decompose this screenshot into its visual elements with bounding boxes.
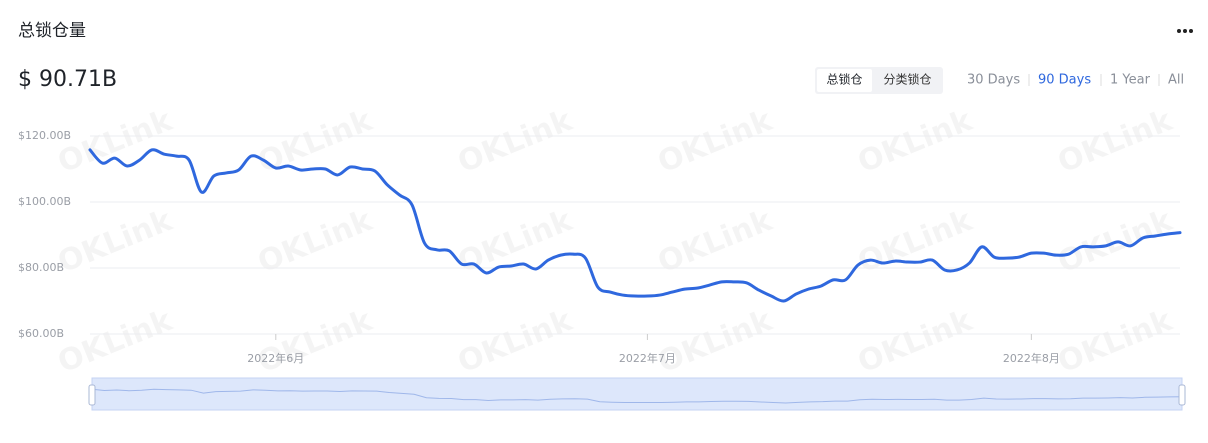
- page-title: 总锁仓量: [18, 21, 86, 41]
- watermark: OKLink: [253, 203, 378, 281]
- menu-dot: [1177, 29, 1181, 33]
- x-tick-label: 2022年6月: [247, 351, 304, 365]
- navigator-line: [91, 388, 1183, 404]
- navigator-bg[interactable]: [91, 377, 1183, 411]
- range-button[interactable]: 1 Year: [1110, 73, 1151, 88]
- tab-active-bg: [817, 69, 872, 92]
- watermark: OKLink: [453, 203, 578, 281]
- tvl-line: [88, 148, 1182, 303]
- plot: $60.00B $80.00B $100.00B $120.00B 2022年6月 202…: [18, 129, 1186, 411]
- navigator-handle[interactable]: [1178, 384, 1186, 406]
- watermark: OKLink: [453, 303, 578, 381]
- view-tab[interactable]: 分类锁仓: [883, 72, 931, 87]
- watermark: OKLink: [53, 303, 178, 381]
- watermark: OKLink: [653, 103, 778, 181]
- watermark: OKLink: [853, 103, 978, 181]
- menu-dot: [1183, 29, 1187, 33]
- more-menu[interactable]: [1177, 29, 1193, 33]
- watermark: OKLink: [53, 103, 178, 181]
- watermark: OKLink: [453, 103, 578, 181]
- view-tab[interactable]: 总锁仓: [826, 72, 862, 87]
- y-tick-label: $100.00B: [18, 195, 71, 208]
- watermark: OKLink: [653, 203, 778, 281]
- y-tick-label: $120.00B: [18, 129, 71, 142]
- menu-dot: [1189, 29, 1193, 33]
- total-value: $ 90.71B: [18, 67, 117, 92]
- watermark: OKLink: [253, 303, 378, 381]
- y-tick-label: $60.00B: [18, 327, 64, 340]
- watermark: OKLink: [653, 303, 778, 381]
- range-button[interactable]: All: [1168, 73, 1184, 88]
- navigator-handle[interactable]: [88, 384, 96, 406]
- range-button[interactable]: 90 Days: [1038, 73, 1091, 88]
- watermarks: OKLink OKLink OKLink OKLink OKLink OKLink OKLi…: [53, 103, 1178, 381]
- range-button[interactable]: 30 Days: [967, 73, 1020, 88]
- watermark: OKLink: [1053, 103, 1178, 181]
- x-tick-label: 2022年7月: [619, 351, 676, 365]
- watermark: OKLink: [1053, 303, 1178, 381]
- y-tick-label: $80.00B: [18, 261, 64, 274]
- watermark: OKLink: [853, 303, 978, 381]
- watermark: OKLink: [53, 203, 178, 281]
- x-tick-label: 2022年8月: [1003, 351, 1060, 365]
